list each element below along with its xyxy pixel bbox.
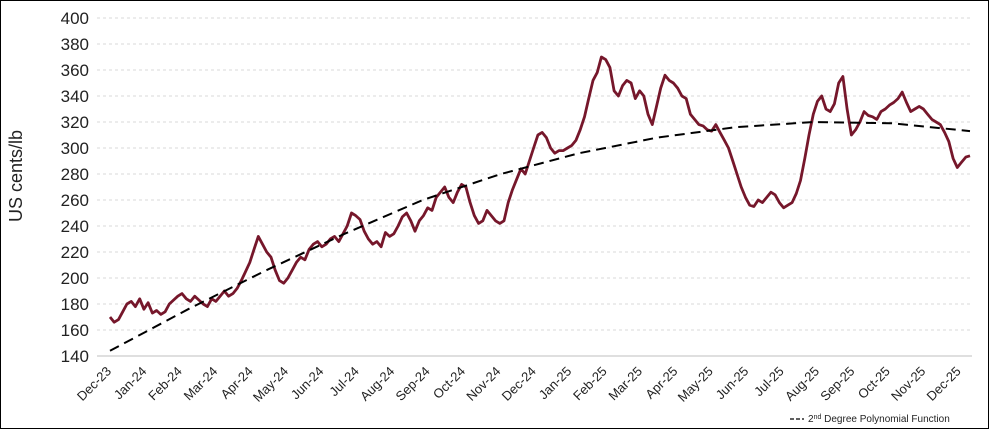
x-tick-label: Jun-25: [713, 364, 752, 403]
price-series-line: [108, 55, 971, 324]
x-tick-label: Jan-24: [111, 364, 150, 403]
x-tick-label: Feb-24: [145, 364, 185, 404]
x-tick-label: Dec-24: [499, 364, 539, 404]
x-tick-label: May-24: [250, 364, 291, 405]
y-tick-label: 380: [61, 35, 89, 54]
x-tick-label: Dec-23: [74, 364, 114, 404]
legend: 2nd Degree Polynomial Function: [790, 414, 950, 426]
y-tick-label: 180: [61, 295, 89, 314]
y-tick-label: 260: [61, 191, 89, 210]
x-tick-label: Nov-24: [463, 364, 503, 404]
x-tick-label: Aug-24: [357, 364, 397, 404]
y-tick-label: 280: [61, 165, 89, 184]
x-tick-label: Sep-24: [392, 364, 432, 404]
x-tick-label: Sep-25: [817, 364, 857, 404]
y-tick-label: 240: [61, 217, 89, 236]
y-tick-label: 340: [61, 87, 89, 106]
y-axis-label: US cents/lb: [6, 130, 26, 222]
polynomial-trend-line: [109, 120, 971, 352]
y-tick-label: 200: [61, 269, 89, 288]
x-tick-label: Feb-25: [570, 364, 610, 404]
legend-label: 2nd Degree Polynomial Function: [808, 414, 950, 426]
x-tick-label: Apr-24: [218, 364, 256, 402]
x-tick-label: Oct-24: [430, 364, 468, 402]
x-tick-label: May-25: [675, 364, 716, 405]
y-tick-label: 140: [61, 347, 89, 366]
x-tick-label: Nov-25: [888, 364, 928, 404]
x-tick-label: Aug-25: [782, 364, 822, 404]
x-tick-label: Jan-25: [536, 364, 575, 403]
y-tick-label: 360: [61, 61, 89, 80]
y-tick-label: 300: [61, 139, 89, 158]
y-tick-label: 220: [61, 243, 89, 262]
x-tick-label: Mar-25: [605, 364, 645, 404]
y-tick-label: 400: [61, 9, 89, 28]
x-tick-label: Oct-25: [855, 364, 893, 402]
x-tick-label: Dec-25: [923, 364, 963, 404]
x-tick-label: Jun-24: [288, 364, 327, 403]
y-tick-label: 160: [61, 321, 89, 340]
y-tick-label: 320: [61, 113, 89, 132]
x-tick-label: Apr-25: [642, 364, 680, 402]
x-tick-label: Mar-24: [181, 364, 221, 404]
